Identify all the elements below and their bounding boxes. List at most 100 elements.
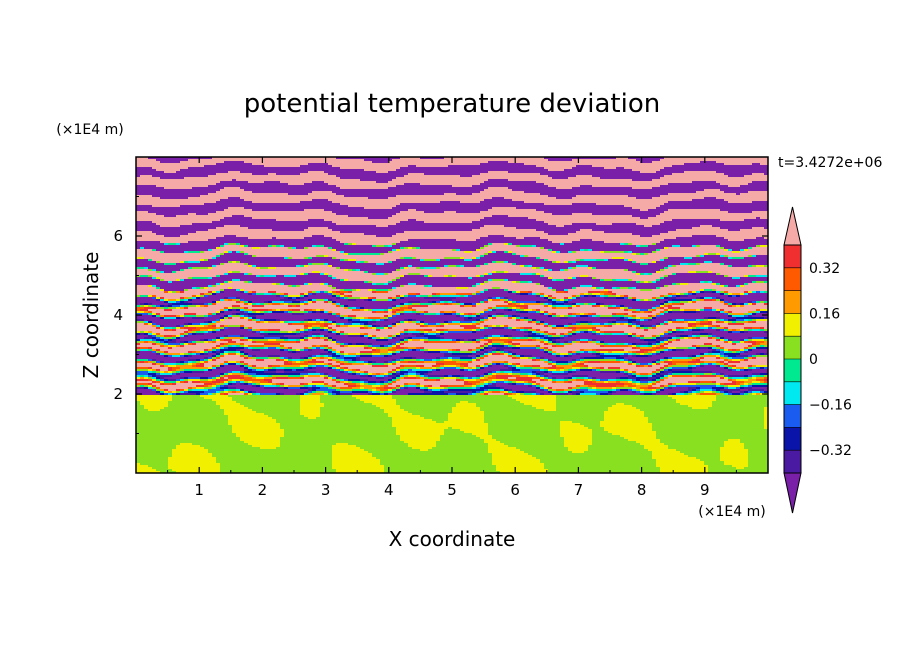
field-cell [660, 241, 768, 244]
field-cell [256, 375, 269, 378]
field-cell [376, 383, 381, 386]
field-cell [520, 273, 533, 276]
field-cell [540, 337, 545, 340]
field-cell [312, 199, 329, 202]
field-cell [312, 349, 325, 352]
field-cell [596, 315, 601, 318]
field-cell [284, 371, 317, 374]
field-cell [484, 327, 489, 330]
field-cell [672, 387, 689, 390]
y-axis-unit: (×1E4 m) [56, 122, 123, 138]
field-cell [580, 295, 585, 298]
field-cell [420, 301, 429, 304]
field-cell [464, 367, 469, 370]
field-cell [516, 329, 521, 332]
field-cell [764, 377, 768, 380]
field-cell [476, 355, 481, 358]
field-cell [720, 291, 725, 294]
field-cell [320, 333, 337, 336]
field-cell [516, 327, 521, 330]
field-cell [224, 187, 241, 190]
field-cell [492, 243, 505, 246]
field-cell [392, 379, 397, 382]
field-cell [412, 247, 417, 250]
field-cell [212, 369, 245, 372]
field-cell [404, 357, 413, 360]
field-cell [624, 361, 629, 364]
field-cell [360, 355, 373, 358]
field-cell [320, 337, 325, 340]
field-cell [540, 193, 669, 196]
field-cell [556, 341, 561, 344]
field-cell [404, 351, 425, 354]
field-cell [660, 249, 725, 252]
field-cell [620, 371, 625, 374]
field-cell [580, 259, 585, 262]
field-cell [388, 327, 393, 330]
field-cell [472, 303, 477, 306]
field-cell [520, 309, 525, 312]
field-cell [640, 327, 645, 330]
field-cell [488, 171, 509, 174]
field-cell [712, 333, 768, 336]
field-cell [552, 333, 557, 336]
field-cell [672, 331, 677, 334]
field-cell [672, 303, 681, 306]
field-cell [308, 329, 313, 332]
field-cell [408, 331, 421, 334]
field-cell [252, 329, 257, 332]
field-cell [368, 375, 373, 378]
field-cell [136, 365, 161, 368]
field-cell [588, 265, 669, 268]
field-cell [396, 375, 401, 378]
field-cell [224, 335, 229, 338]
field-cell [656, 279, 661, 282]
field-cell [636, 311, 641, 314]
field-cell [460, 369, 465, 372]
field-cell [480, 293, 517, 296]
field-cell [728, 369, 733, 372]
field-cell [640, 235, 653, 238]
field-cell [236, 349, 241, 352]
field-cell [396, 307, 401, 310]
field-cell [336, 193, 445, 196]
field-cell [756, 217, 761, 220]
field-cell [668, 347, 677, 350]
field-cell [544, 367, 549, 370]
field-cell [156, 369, 161, 372]
field-cell [564, 381, 569, 384]
field-cell [568, 251, 573, 254]
field-cell [576, 251, 601, 254]
field-cell [536, 345, 541, 348]
field-cell [640, 319, 645, 322]
field-cell [572, 367, 581, 370]
field-cell [368, 379, 389, 382]
field-cell [448, 351, 453, 354]
field-cell [640, 353, 645, 356]
field-cell [224, 299, 229, 302]
field-cell [752, 163, 761, 166]
field-cell [468, 339, 473, 342]
field-cell [648, 317, 653, 320]
field-cell [712, 309, 717, 312]
field-cell [548, 169, 565, 172]
field-cell [416, 361, 425, 364]
field-cell [212, 359, 217, 362]
field-cell [156, 315, 161, 318]
field-cell [284, 295, 289, 298]
field-cell [708, 271, 713, 274]
field-cell [332, 295, 337, 298]
field-cell [148, 387, 153, 390]
field-cell [296, 285, 301, 288]
field-cell [460, 367, 465, 370]
field-cell [628, 377, 637, 380]
field-cell [636, 345, 641, 348]
field-cell [744, 305, 768, 308]
field-cell [524, 381, 529, 384]
field-cell [540, 357, 545, 360]
field-cell [176, 339, 201, 342]
field-cell [644, 273, 649, 276]
field-cell [256, 329, 261, 332]
field-cell [332, 353, 337, 356]
field-cell [580, 351, 585, 354]
